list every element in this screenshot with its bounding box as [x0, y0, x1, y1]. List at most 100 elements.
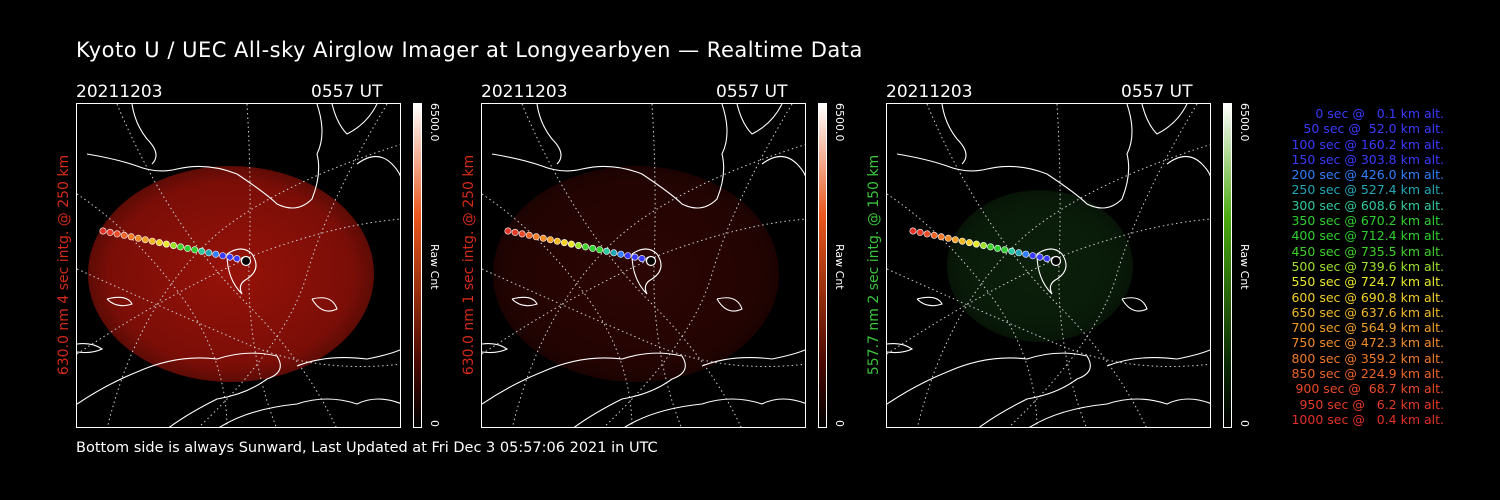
- station-marker: [1050, 255, 1062, 267]
- legend-row: 900 sec @ 68.7 km alt.: [1295, 381, 1444, 397]
- trajectory-point: [219, 252, 227, 260]
- trajectory-point: [582, 243, 590, 251]
- panel-1-cbar-max: 6500.0: [428, 103, 441, 142]
- trajectory-point: [212, 250, 220, 258]
- trajectory-point: [191, 246, 199, 254]
- trajectory-point: [141, 236, 149, 244]
- panel-1-time: 0557 UT: [311, 82, 383, 102]
- trajectory-point: [987, 243, 995, 251]
- trajectory-point: [631, 253, 639, 261]
- trajectory-point: [923, 230, 931, 238]
- panel-3-colorbar: [1223, 103, 1232, 428]
- trajectory-point: [553, 237, 561, 245]
- rocket-trajectory: [909, 227, 1062, 267]
- trajectory-point: [205, 249, 213, 257]
- trajectory-point: [610, 249, 618, 257]
- panel-2-cbar-min: 0: [833, 420, 846, 427]
- trajectory-point: [958, 237, 966, 245]
- trajectory-point: [638, 255, 646, 263]
- page-title: Kyoto U / UEC All-sky Airglow Imager at …: [76, 38, 863, 62]
- panel-2-ylabel: 630.0 nm 1 sec intg. @ 250 km: [461, 154, 477, 376]
- panel-1-colorbar: [413, 103, 422, 428]
- trajectory-point: [951, 236, 959, 244]
- panel-2-date: 20211203: [481, 82, 568, 102]
- trajectory-point: [226, 253, 234, 261]
- trajectory-point: [155, 239, 163, 247]
- trajectory-point: [1008, 247, 1016, 255]
- trajectory-point: [127, 233, 135, 241]
- legend-row: 800 sec @ 359.2 km alt.: [1291, 350, 1444, 366]
- trajectory-point: [525, 231, 533, 239]
- rocket-trajectory: [504, 227, 657, 267]
- trajectory-point: [994, 244, 1002, 252]
- trajectory-point: [148, 237, 156, 245]
- legend-row: 850 sec @ 224.9 km alt.: [1291, 366, 1444, 382]
- trajectory-point: [518, 230, 526, 238]
- legend-row: 400 sec @ 712.4 km alt.: [1291, 228, 1444, 244]
- trajectory-point: [184, 244, 192, 252]
- trajectory-point: [596, 246, 604, 254]
- trajectory-point: [106, 228, 114, 236]
- airglow-disk: [88, 166, 374, 382]
- panel-3-date: 20211203: [886, 82, 973, 102]
- trajectory-point: [504, 227, 512, 235]
- trajectory-point: [170, 242, 178, 250]
- trajectory-point: [575, 242, 583, 250]
- legend-row: 350 sec @ 670.2 km alt.: [1291, 213, 1444, 229]
- trajectory-point: [1001, 246, 1009, 254]
- trajectory-point: [603, 247, 611, 255]
- trajectory-point: [162, 240, 170, 248]
- legend-row: 650 sec @ 637.6 km alt.: [1291, 304, 1444, 320]
- trajectory-point: [937, 233, 945, 241]
- panel-2-time: 0557 UT: [716, 82, 788, 102]
- trajectory-point: [134, 234, 142, 242]
- airglow-disk: [493, 166, 779, 382]
- trajectory-point: [965, 239, 973, 247]
- trajectory-point: [539, 234, 547, 242]
- panel-1-date: 20211203: [76, 82, 163, 102]
- panel-1-cbar-unit: Raw Cnt: [428, 244, 441, 290]
- panel-2-colorbar: [818, 103, 827, 428]
- trajectory-legend: 0 sec @ 0.1 km alt. 50 sec @ 52.0 km alt.…: [1262, 106, 1444, 427]
- legend-row: 150 sec @ 303.8 km alt.: [1291, 151, 1444, 167]
- legend-row: 200 sec @ 426.0 km alt.: [1291, 167, 1444, 183]
- panel-2-image: [481, 103, 806, 428]
- trajectory-point: [177, 243, 185, 251]
- panel-3-time: 0557 UT: [1121, 82, 1193, 102]
- trajectory-point: [99, 227, 107, 235]
- trajectory-point: [113, 230, 121, 238]
- trajectory-point: [560, 239, 568, 247]
- coastline: [887, 104, 1210, 427]
- trajectory-point: [1036, 253, 1044, 261]
- legend-row: 0 sec @ 0.1 km alt.: [1315, 106, 1444, 121]
- panel-3-cbar-min: 0: [1238, 420, 1251, 427]
- station-marker: [240, 255, 252, 267]
- legend-row: 450 sec @ 735.5 km alt.: [1291, 243, 1444, 259]
- trajectory-point: [1022, 250, 1030, 258]
- legend-row: 300 sec @ 608.6 km alt.: [1291, 197, 1444, 213]
- legend-row: 750 sec @ 472.3 km alt.: [1291, 335, 1444, 351]
- panel-3-cbar-unit: Raw Cnt: [1238, 244, 1251, 290]
- panel-2-cbar-max: 6500.0: [833, 103, 846, 142]
- legend-row: 950 sec @ 6.2 km alt.: [1299, 396, 1444, 412]
- allsky-map: [887, 104, 1210, 427]
- trajectory-point: [198, 247, 206, 255]
- panel-3-cbar-max: 6500.0: [1238, 103, 1251, 142]
- legend-row: 500 sec @ 739.6 km alt.: [1291, 258, 1444, 274]
- panel-1-cbar-min: 0: [428, 420, 441, 427]
- coastline: [77, 104, 400, 427]
- legend-row: 1000 sec @ 0.4 km alt.: [1291, 411, 1444, 427]
- trajectory-point: [916, 228, 924, 236]
- coastline: [482, 104, 805, 427]
- trajectory-point: [1029, 252, 1037, 260]
- allsky-map: [482, 104, 805, 427]
- trajectory-point: [589, 244, 597, 252]
- trajectory-point: [980, 242, 988, 250]
- legend-row: 50 sec @ 52.0 km alt.: [1303, 121, 1444, 137]
- legend-row: 250 sec @ 527.4 km alt.: [1291, 182, 1444, 198]
- allsky-map: [77, 104, 400, 427]
- trajectory-point: [617, 250, 625, 258]
- panel-1-image: [76, 103, 401, 428]
- trajectory-point: [233, 255, 241, 263]
- trajectory-point: [944, 234, 952, 242]
